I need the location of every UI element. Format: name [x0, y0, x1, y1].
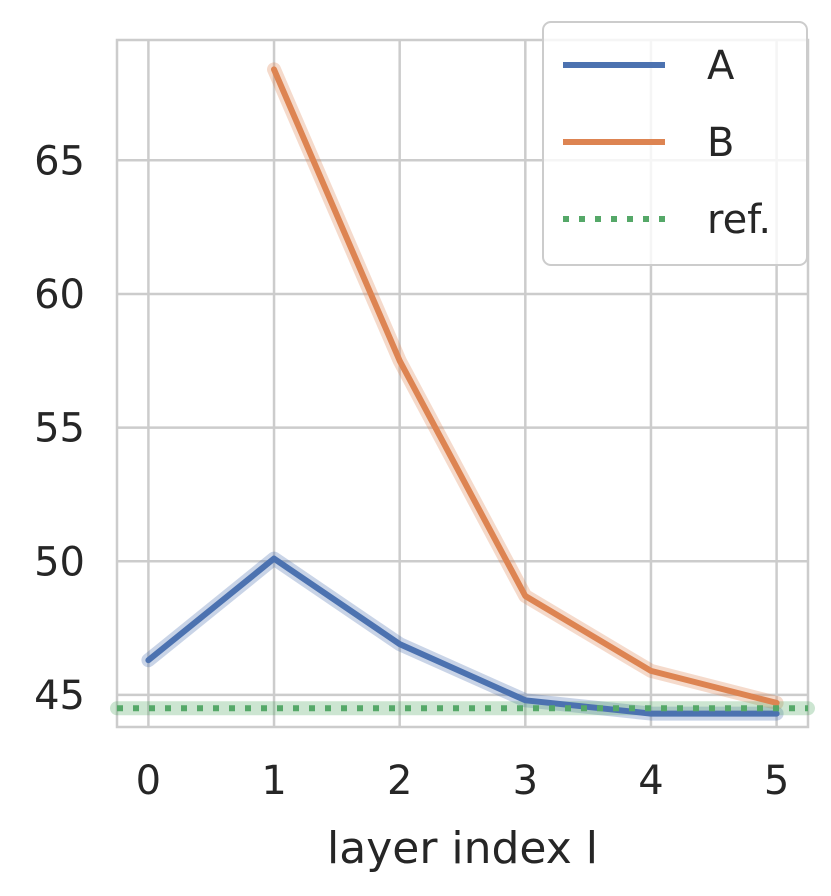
x-tick-label: 3 — [513, 758, 538, 804]
legend-label-b: B — [707, 120, 734, 166]
line-a — [145, 555, 780, 717]
y-tick-label: 65 — [34, 138, 85, 184]
series-lines — [117, 66, 808, 717]
y-tick-label: 60 — [34, 272, 85, 318]
y-tick-labels: 45 50 55 60 65 — [34, 138, 85, 719]
y-tick-label: 50 — [34, 539, 85, 585]
x-tick-labels: 0 1 2 3 4 5 — [136, 758, 790, 804]
x-tick-label: 0 — [136, 758, 161, 804]
legend-label-ref: ref. — [707, 197, 771, 243]
legend-box — [542, 21, 808, 266]
y-tick-label: 55 — [34, 406, 85, 452]
legend-label-a: A — [707, 43, 735, 89]
x-tick-label: 5 — [764, 758, 789, 804]
plot-frame — [115, 38, 810, 729]
x-axis-label: layer index l — [327, 823, 598, 874]
x-tick-label: 2 — [387, 758, 412, 804]
y-tick-label: 45 — [34, 673, 85, 719]
x-tick-label: 1 — [261, 758, 286, 804]
x-tick-label: 4 — [638, 758, 663, 804]
